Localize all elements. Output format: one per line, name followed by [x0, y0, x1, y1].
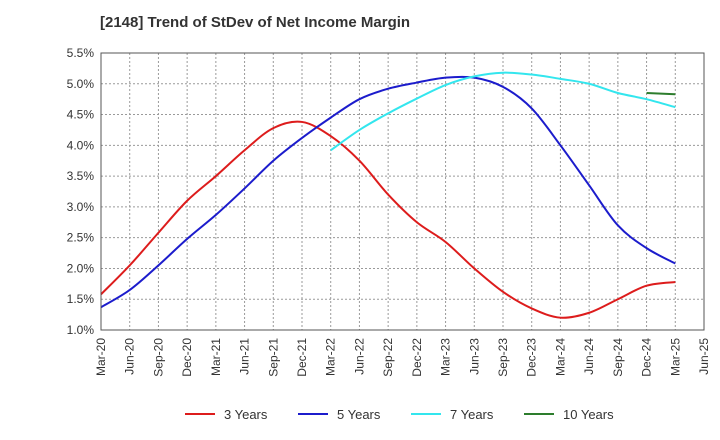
- y-tick-label: 3.0%: [67, 200, 95, 214]
- x-tick-label: Dec-24: [640, 338, 654, 377]
- x-tick-label: Jun-22: [352, 338, 366, 375]
- x-tick-label: Dec-21: [295, 338, 309, 377]
- x-tick-label: Mar-20: [94, 338, 108, 376]
- y-tick-label: 5.5%: [67, 46, 95, 60]
- legend-label: 5 Years: [337, 407, 381, 422]
- x-tick-label: Dec-22: [410, 338, 424, 377]
- series-line-10-years: [646, 92, 676, 96]
- x-tick-label: Sep-22: [381, 338, 395, 377]
- x-tick-label: Mar-24: [553, 338, 567, 376]
- y-tick-label: 1.0%: [67, 323, 95, 337]
- y-tick-label: 2.0%: [67, 261, 95, 275]
- chart-title: [2148] Trend of StDev of Net Income Marg…: [100, 14, 411, 31]
- x-tick-label: Jun-21: [238, 338, 252, 375]
- legend-label: 3 Years: [224, 407, 268, 422]
- series-line-7-years: [330, 71, 676, 152]
- x-tick-label: Dec-23: [525, 338, 539, 377]
- y-tick-label: 4.0%: [67, 138, 95, 152]
- legend-label: 10 Years: [563, 407, 614, 422]
- grid: [100, 52, 705, 331]
- x-tick-label: Jun-20: [123, 338, 137, 375]
- y-tick-label: 1.5%: [67, 292, 95, 306]
- series-line-3-years: [100, 120, 676, 319]
- legend-label: 7 Years: [450, 407, 494, 422]
- x-tick-label: Mar-23: [439, 338, 453, 376]
- x-tick-label: Jun-23: [467, 338, 481, 375]
- x-tick-label: Dec-20: [180, 338, 194, 377]
- x-tick-label: Jun-24: [582, 338, 596, 375]
- x-tick-label: Mar-25: [668, 338, 682, 376]
- y-tick-label: 4.5%: [67, 108, 95, 122]
- x-tick-label: Sep-24: [611, 338, 625, 377]
- axes: 1.0% 1.5% 2.0% 2.5% 3.0% 3.5% 4.0% 4.5% 5.0% 5.5%…: [67, 46, 711, 377]
- y-tick-label: 2.5%: [67, 231, 95, 245]
- x-tick-label: Sep-21: [266, 338, 280, 377]
- plot-frame: [100, 52, 705, 331]
- series-line-5-years: [100, 75, 676, 309]
- x-tick-label: Mar-21: [209, 338, 223, 376]
- x-tick-label: Sep-20: [151, 338, 165, 377]
- legend: 3 Years 5 Years 7 Years 10 Years: [185, 407, 614, 422]
- y-tick-label: 5.0%: [67, 77, 95, 91]
- x-tick-label: Jun-25: [697, 338, 711, 375]
- x-tick-label: Sep-23: [496, 338, 510, 377]
- y-tick-label: 3.5%: [67, 169, 95, 183]
- series-lines: [100, 71, 676, 319]
- x-tick-label: Mar-22: [324, 338, 338, 376]
